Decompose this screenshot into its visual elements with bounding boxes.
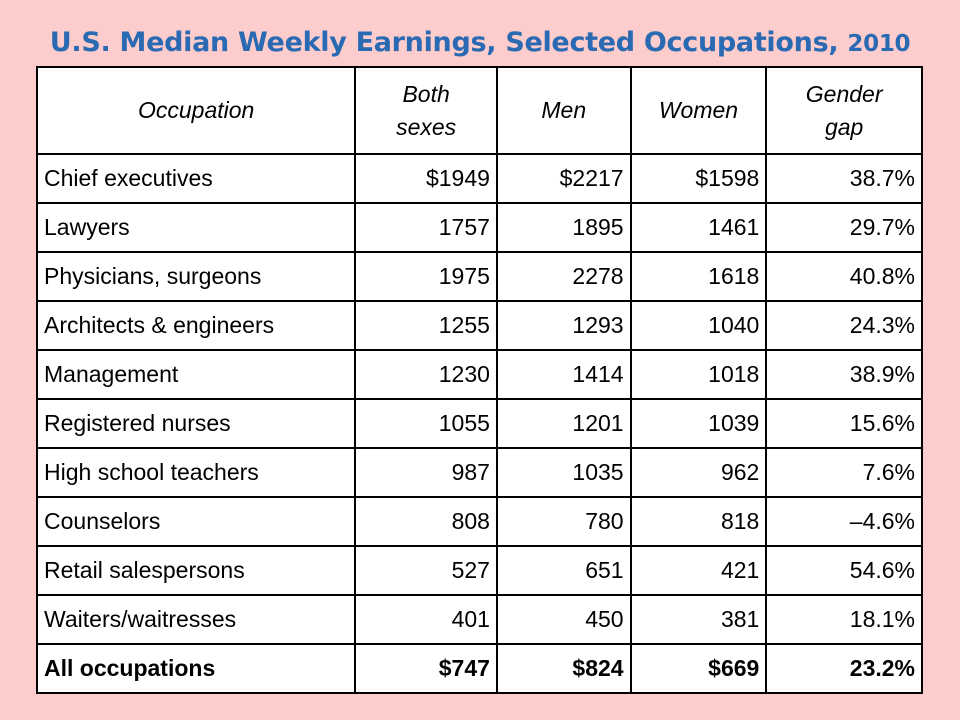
cell-gap: 38.7% — [765, 153, 923, 204]
cell-both: 527 — [354, 545, 498, 596]
total-men: $824 — [495, 643, 632, 694]
page-title: U.S. Median Weekly Earnings, Selected Oc… — [0, 27, 960, 58]
cell-both: 401 — [354, 594, 498, 645]
table-row: High school teachers 987 1035 962 7.6% — [35, 447, 923, 498]
cell-men: 651 — [495, 545, 632, 596]
cell-gap: 7.6% — [765, 447, 923, 498]
cell-gap: 24.3% — [765, 300, 923, 351]
total-women: $669 — [629, 643, 768, 694]
cell-women: 1461 — [629, 202, 768, 253]
table-row: Management 1230 1414 1018 38.9% — [35, 349, 923, 400]
total-both: $747 — [354, 643, 498, 694]
cell-women: 818 — [629, 496, 768, 547]
cell-men: $2217 — [495, 153, 632, 204]
cell-occupation: Waiters/waitresses — [35, 594, 357, 645]
cell-women: 1018 — [629, 349, 768, 400]
table-row: Physicians, surgeons 1975 2278 1618 40.8… — [35, 251, 923, 302]
cell-women: 381 — [629, 594, 768, 645]
header-both-line1: Both — [402, 80, 450, 107]
header-women: Women — [629, 66, 768, 155]
cell-occupation: Management — [35, 349, 357, 400]
total-gap: 23.2% — [765, 643, 923, 694]
cell-gap: 40.8% — [765, 251, 923, 302]
cell-both: 1230 — [354, 349, 498, 400]
header-gap-line2: gap — [824, 113, 864, 140]
cell-both: 987 — [354, 447, 498, 498]
cell-occupation: Lawyers — [35, 202, 357, 253]
table-row: Lawyers 1757 1895 1461 29.7% — [35, 202, 923, 253]
cell-gap: 29.7% — [765, 202, 923, 253]
cell-both: 1757 — [354, 202, 498, 253]
cell-men: 2278 — [495, 251, 632, 302]
header-gap-line1: Gender — [805, 80, 883, 107]
cell-both: 808 — [354, 496, 498, 547]
cell-gap: 15.6% — [765, 398, 923, 449]
table-row: Retail salespersons 527 651 421 54.6% — [35, 545, 923, 596]
cell-gap: 18.1% — [765, 594, 923, 645]
cell-gap: 54.6% — [765, 545, 923, 596]
table-row: Registered nurses 1055 1201 1039 15.6% — [35, 398, 923, 449]
header-men: Men — [495, 66, 632, 155]
table-row: Chief executives $1949 $2217 $1598 38.7% — [35, 153, 923, 204]
cell-both: 1255 — [354, 300, 498, 351]
cell-occupation: High school teachers — [35, 447, 357, 498]
cell-occupation: Registered nurses — [35, 398, 357, 449]
cell-occupation: Chief executives — [35, 153, 357, 204]
cell-men: 780 — [495, 496, 632, 547]
total-occupation: All occupations — [35, 643, 357, 694]
cell-occupation: Counselors — [35, 496, 357, 547]
cell-women: $1598 — [629, 153, 768, 204]
cell-occupation: Retail salespersons — [35, 545, 357, 596]
cell-occupation: Physicians, surgeons — [35, 251, 357, 302]
total-row: All occupations $747 $824 $669 23.2% — [35, 643, 923, 694]
cell-men: 1414 — [495, 349, 632, 400]
table-row: Architects & engineers 1255 1293 1040 24… — [35, 300, 923, 351]
table-row: Waiters/waitresses 401 450 381 18.1% — [35, 594, 923, 645]
cell-women: 962 — [629, 447, 768, 498]
cell-women: 421 — [629, 545, 768, 596]
cell-men: 1895 — [495, 202, 632, 253]
cell-both: $1949 — [354, 153, 498, 204]
cell-gap: 38.9% — [765, 349, 923, 400]
header-row: Occupation Both sexes Men Women Gender g… — [35, 66, 923, 155]
cell-both: 1055 — [354, 398, 498, 449]
cell-men: 1201 — [495, 398, 632, 449]
cell-men: 1035 — [495, 447, 632, 498]
cell-occupation: Architects & engineers — [35, 300, 357, 351]
table-row: Counselors 808 780 818 –4.6% — [35, 496, 923, 547]
cell-gap: –4.6% — [765, 496, 923, 547]
cell-women: 1039 — [629, 398, 768, 449]
header-both-line2: sexes — [396, 113, 457, 140]
cell-both: 1975 — [354, 251, 498, 302]
header-both-sexes: Both sexes — [354, 66, 498, 155]
earnings-table: Occupation Both sexes Men Women Gender g… — [35, 66, 923, 694]
header-gender-gap: Gender gap — [765, 66, 923, 155]
title-year: 2010 — [847, 31, 911, 57]
cell-men: 450 — [495, 594, 632, 645]
header-occupation: Occupation — [35, 66, 357, 155]
cell-women: 1618 — [629, 251, 768, 302]
cell-men: 1293 — [495, 300, 632, 351]
title-main: U.S. Median Weekly Earnings, Selected Oc… — [49, 27, 839, 58]
cell-women: 1040 — [629, 300, 768, 351]
